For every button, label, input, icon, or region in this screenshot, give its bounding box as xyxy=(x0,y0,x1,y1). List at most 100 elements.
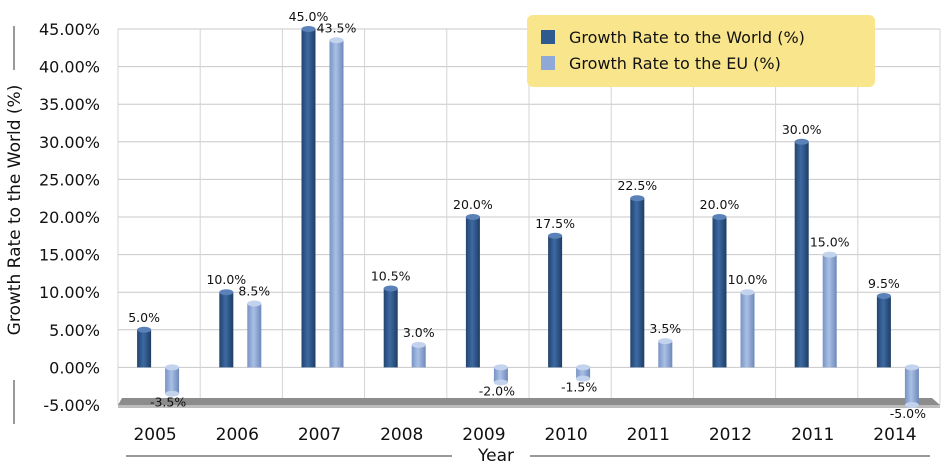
bar-cap xyxy=(165,364,180,371)
bar-eu xyxy=(493,367,508,383)
y-tick-label: 5.00% xyxy=(49,321,100,340)
x-tick-label: 2010 xyxy=(544,425,587,445)
bar-cap xyxy=(383,285,398,292)
bar-cap xyxy=(712,214,727,220)
legend-swatch-eu xyxy=(541,56,555,70)
y-tick-label: 10.00% xyxy=(39,283,100,302)
x-axis-title: Year xyxy=(477,446,514,466)
bar-cap xyxy=(876,292,891,299)
floor-edge xyxy=(118,405,940,408)
y-tick-label: 20.00% xyxy=(39,208,100,227)
data-label: 43.5% xyxy=(317,20,357,35)
bar-cap xyxy=(411,341,426,348)
x-axis-categories: 2005 2006 2007 2008 2009 2010 2011 2012 2011 2014 xyxy=(133,425,916,445)
bar-eu xyxy=(411,344,426,368)
bar-eu xyxy=(740,292,755,368)
bar-world xyxy=(876,295,891,368)
x-tick-label: 2009 xyxy=(462,425,505,445)
bar-world xyxy=(548,235,563,368)
data-label: 30.0% xyxy=(782,122,822,137)
bar-world xyxy=(630,198,645,368)
bar-cap xyxy=(165,390,180,397)
bar-cap xyxy=(465,214,480,220)
data-label: 20.0% xyxy=(700,197,740,212)
y-axis-ticks: -5.00% 0.00% 5.00% 10.00% 15.00% 20.00% 25.00%… xyxy=(39,20,100,415)
bar-cap xyxy=(329,37,344,44)
bar-eu xyxy=(247,303,262,368)
bar-eu xyxy=(576,367,591,379)
bar-eu xyxy=(329,40,344,368)
legend-label-world: Growth Rate to the World (%) xyxy=(569,27,805,47)
legend-item-eu: Growth Rate to the EU (%) xyxy=(541,51,875,75)
data-label: 17.5% xyxy=(535,216,575,231)
y-tick-label: -5.00% xyxy=(43,396,100,415)
bar-world xyxy=(219,292,234,368)
bar-cap xyxy=(658,338,673,345)
legend-item-world: Growth Rate to the World (%) xyxy=(541,25,875,49)
data-label: 22.5% xyxy=(617,178,657,193)
y-tick-label: 45.00% xyxy=(39,20,100,39)
data-label: 3.0% xyxy=(403,325,435,340)
data-label: 10.0% xyxy=(728,272,768,287)
data-label: 45.0% xyxy=(289,9,329,24)
data-label: 20.0% xyxy=(453,197,493,212)
x-tick-label: 2012 xyxy=(709,425,752,445)
data-label: 9.5% xyxy=(868,276,900,291)
bar-cap xyxy=(740,289,755,296)
bar-eu xyxy=(165,367,180,394)
bar-cap xyxy=(794,138,809,145)
data-label: -1.5% xyxy=(561,380,597,395)
floor-plane xyxy=(118,398,940,405)
bar-cap xyxy=(219,289,234,296)
data-label: 10.0% xyxy=(206,272,246,287)
y-tick-label: 0.00% xyxy=(49,358,100,377)
bar-cap xyxy=(137,326,152,333)
data-label: 8.5% xyxy=(238,283,270,298)
x-tick-label: 2007 xyxy=(298,425,341,445)
y-tick-label: 25.00% xyxy=(39,170,100,189)
x-tick-label: 2014 xyxy=(873,425,916,445)
x-tick-label: 2008 xyxy=(380,425,423,445)
legend: Growth Rate to the World (%) Growth Rate… xyxy=(527,15,875,87)
data-labels: 5.0% 10.0% 45.0% 10.5% 20.0% 17.5% 22.5% 20.0% 3… xyxy=(128,9,926,421)
bar-cap xyxy=(904,364,919,371)
x-tick-label: 2011 xyxy=(791,425,834,445)
bar-cap xyxy=(630,195,645,202)
y-tick-label: 40.00% xyxy=(39,58,100,77)
bar-eu xyxy=(904,367,919,405)
data-label: 10.5% xyxy=(371,268,411,283)
bar-cap xyxy=(548,232,563,239)
bars xyxy=(137,26,919,408)
data-label: 3.5% xyxy=(649,321,681,336)
y-tick-label: 30.00% xyxy=(39,133,100,152)
y-tick-label: 15.00% xyxy=(39,246,100,265)
bar-world xyxy=(794,141,809,368)
legend-swatch-world xyxy=(541,30,555,44)
bar-world xyxy=(137,329,152,368)
bar-cap xyxy=(301,26,316,32)
bar-eu xyxy=(658,341,673,368)
data-label: -2.0% xyxy=(479,383,515,398)
y-tick-label: 35.00% xyxy=(39,95,100,114)
bar-world xyxy=(712,217,727,368)
data-label: 15.0% xyxy=(810,235,850,250)
bar-cap xyxy=(493,379,508,386)
grid-lines xyxy=(117,28,941,406)
bar-cap xyxy=(904,402,919,408)
bar-eu xyxy=(822,254,837,368)
bar-cap xyxy=(576,364,591,371)
x-tick-label: 2005 xyxy=(133,425,176,445)
bar-cap xyxy=(493,364,508,371)
y-axis-title: Growth Rate to the World (%) xyxy=(5,85,25,336)
data-label: 5.0% xyxy=(128,310,160,325)
legend-label-eu: Growth Rate to the EU (%) xyxy=(569,53,781,73)
data-label: -5.0% xyxy=(890,406,926,421)
bar-world xyxy=(465,217,480,368)
bar-world xyxy=(301,29,316,368)
bar-cap xyxy=(822,251,837,258)
x-tick-label: 2006 xyxy=(216,425,259,445)
x-tick-label: 2011 xyxy=(627,425,670,445)
bar-world xyxy=(383,288,398,368)
bar-cap xyxy=(247,300,262,307)
